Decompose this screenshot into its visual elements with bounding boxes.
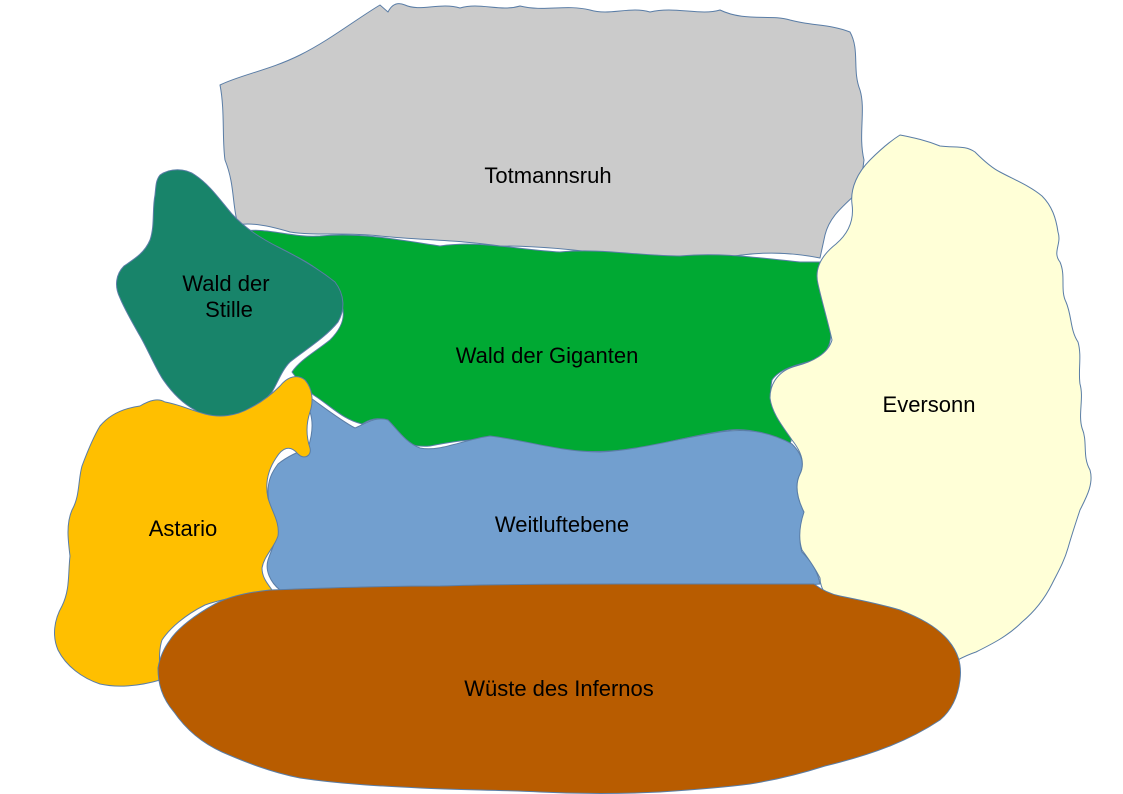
region-wueste-des-infernos-shape [157,583,961,794]
region-wald-der-giganten-shape [239,229,832,452]
region-wueste-des-infernos[interactable]: Wüste des Infernos [157,583,961,794]
region-totmannsruh[interactable]: Totmannsruh [219,3,865,259]
region-wald-der-stille[interactable]: Wald der Stille [116,169,344,419]
region-label-weitluftebene: Weitluftebene [495,512,629,537]
region-label-wald-der-giganten: Wald der Giganten [456,343,639,368]
region-eversonn-shape [769,134,1092,663]
region-label-wald-der-stille: Wald der Stille [182,271,275,322]
region-label-totmannsruh: Totmannsruh [484,163,611,188]
region-wald-der-giganten[interactable]: Wald der Giganten [239,229,832,452]
region-label-wueste-des-infernos: Wüste des Infernos [464,676,654,701]
region-label-eversonn: Eversonn [883,392,976,417]
region-label-astario: Astario [149,516,217,541]
region-totmannsruh-shape [219,3,865,259]
region-eversonn[interactable]: Eversonn [769,134,1092,663]
